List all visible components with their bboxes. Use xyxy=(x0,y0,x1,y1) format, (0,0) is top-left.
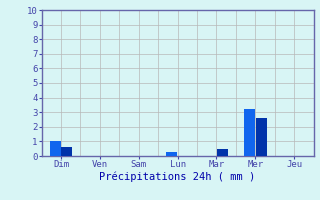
Bar xyxy=(217,149,228,156)
Bar xyxy=(256,118,267,156)
X-axis label: Précipitations 24h ( mm ): Précipitations 24h ( mm ) xyxy=(100,172,256,182)
Bar xyxy=(244,109,255,156)
Bar xyxy=(61,147,72,156)
Bar xyxy=(50,141,61,156)
Bar xyxy=(166,152,177,156)
